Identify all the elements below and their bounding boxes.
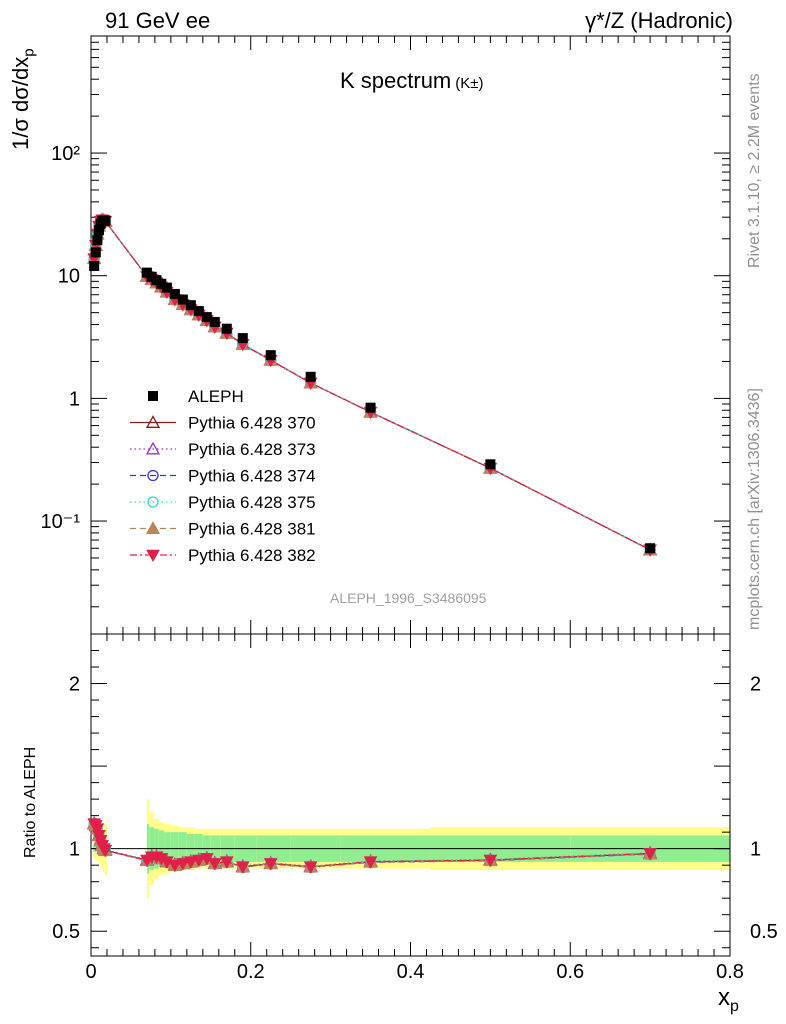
series-marker-ratio [219,856,234,869]
data-point [645,543,656,554]
legend-entry: Pythia 6.428 381 [130,520,316,539]
legend-label: Pythia 6.428 382 [188,546,316,565]
series-marker-ratio [363,856,378,869]
rivet-version-label: Rivet 3.1.10, ≥ 2.2M events [746,73,763,268]
ratio-panel-frame [90,633,731,957]
data-point [156,278,167,289]
series-line-main [93,219,651,551]
data-point [265,350,276,361]
legend-label: Pythia 6.428 374 [188,467,316,486]
legend-entry: Pythia 6.428 374 [130,467,316,486]
x-tick-label: 0.8 [716,961,744,983]
header-process: γ*/Z (Hadronic) [585,8,733,33]
ratio-y-tick-label-right: 0.5 [750,921,778,943]
series-marker-ratio [183,856,198,869]
series-marker-ratio [643,848,657,861]
series-line-main [93,218,651,551]
chart-title-main: K spectrum [340,68,452,93]
series-marker-ratio [98,844,113,858]
series-marker-ratio [235,861,250,874]
legend: ALEPH Pythia 6.428 370 Pythia 6.428 373 Pyt… [130,387,316,565]
data-point [92,235,103,246]
data-point [485,459,496,470]
y-axis-label-ratio: Ratio to ALEPH [22,746,39,858]
y-tick-label: 10² [51,143,80,165]
series-marker-ratio [483,854,498,868]
ratio-y-tick-label: 1 [69,839,80,861]
legend-entry: Pythia 6.428 373 [130,440,316,459]
legend-entry: Pythia 6.428 375 [130,493,316,512]
legend-marker [147,496,159,508]
axes-frames [90,35,731,957]
data-point [201,312,212,323]
legend-marker [145,415,161,428]
legend-label: Pythia 6.428 370 [188,414,316,433]
data-point [169,288,180,299]
data-point [237,333,248,344]
ratio-y-tick-label-right: 2 [750,674,761,696]
ratio-y-tick-label: 2 [69,674,80,696]
chart-title: K spectrum (K±) [340,68,484,94]
series-line-main [93,219,651,551]
data-point [100,215,111,226]
legend-marker [145,521,161,534]
analysis-watermark: ALEPH_1996_S3486095 [330,590,487,606]
data-point [161,282,172,293]
x-tick-label: 0.2 [237,961,265,983]
series-marker-ratio [263,858,278,871]
data-point [193,306,204,317]
legend-entry: ALEPH [148,387,244,406]
chart-title-sub: (K±) [455,75,484,92]
main-panel-frame [90,35,731,635]
data-points [89,215,656,554]
data-point [90,247,101,258]
y-tick-label: 10⁻¹ [41,511,81,533]
legend-marker [145,441,161,455]
series-marker-ratio [176,858,190,871]
data-point [89,261,100,272]
x-tick-label: 0 [85,961,96,983]
series-marker-ratio [207,858,222,871]
x-tick-label: 0.6 [556,961,584,983]
legend-label: Pythia 6.428 381 [188,520,316,539]
data-point [221,323,232,334]
legend-marker [147,469,159,482]
x-axis-label: xp [718,984,739,1015]
y-tick-label: 10 [58,266,80,288]
ratio-y-tick-label-right: 1 [750,839,761,861]
legend-label: Pythia 6.428 375 [188,493,316,512]
series-marker-ratio [90,823,105,836]
legend-label: ALEPH [188,387,244,406]
mcplots-credit-label: mcplots.cern.ch [arXiv:1306.3436] [746,388,763,630]
x-tick-label: 0.4 [397,961,425,983]
data-point [93,225,104,236]
legend-entry: Pythia 6.428 370 [130,414,316,433]
data-point [365,402,376,413]
legend-entry: Pythia 6.428 382 [130,546,316,565]
data-point [185,300,196,311]
mc-series [87,212,658,874]
axis-ticks: 0 0.2 0.4 0.6 0.8 10⁻¹ 1 10 10² 0.5 0.5 1 1 2 2 [41,35,778,983]
legend-label: Pythia 6.428 373 [188,440,316,459]
series-line-main [93,219,651,551]
legend-marker [146,549,160,563]
series-line-main [93,219,651,551]
series-line-main [93,219,651,551]
data-point [177,294,188,305]
data-point [305,371,316,382]
y-axis-label-main: 1/σ dσ/dxp [8,48,38,150]
y-tick-label: 1 [69,388,80,410]
header-energy: 91 GeV ee [105,8,211,33]
series-marker-ratio [303,861,318,874]
series-marker-ratio [168,859,182,873]
data-point [209,316,220,327]
series-marker-ratio [191,854,206,868]
legend-marker [148,391,158,401]
ratio-y-tick-label: 0.5 [52,921,80,943]
